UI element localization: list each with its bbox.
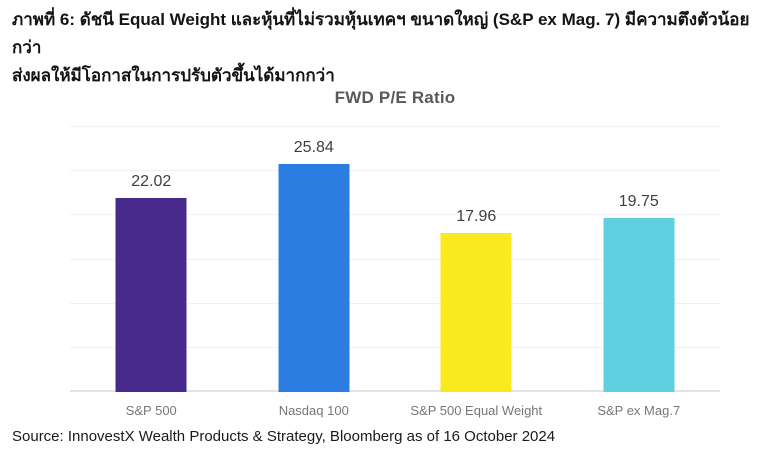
figure-caption-line-1: ภาพที่ 6: ดัชนี Equal Weight และหุ้นที่ไ…: [12, 10, 750, 57]
x-axis-label-nasdaq-100: Nasdaq 100: [278, 403, 349, 418]
chart-title: FWD P/E Ratio: [334, 88, 456, 107]
gridline: [70, 346, 720, 348]
bar-value-label: 25.84: [293, 138, 334, 156]
bar-group-nasdaq-100: 25.84: [233, 127, 396, 392]
bar-value-label: 17.96: [456, 208, 497, 226]
gridline: [70, 170, 720, 172]
bar-group-s-p-500-equal-weight: 17.96: [395, 127, 558, 392]
bar-value-label: 22.02: [131, 172, 172, 190]
gridline: [70, 302, 720, 304]
x-axis-label-s-p-500: S&P 500: [125, 403, 177, 418]
gridline: [70, 126, 720, 127]
bar-s-p-500: [115, 197, 187, 392]
bar-group-s-p-ex-mag-7: 19.75: [558, 127, 721, 392]
bar-s-p-ex-mag-7: [603, 217, 675, 392]
bar-nasdaq-100: [278, 163, 350, 392]
figure-caption: ภาพที่ 6: ดัชนี Equal Weight และหุ้นที่ไ…: [12, 6, 770, 90]
figure-caption-line-2: ส่งผลให้มีโอกาสในการปรับตัวขึ้นได้มากกว่…: [12, 66, 335, 85]
x-axis-labels: S&P 500 Nasdaq 100 S&P 500 Equal Weight S&P…: [70, 403, 720, 418]
bar-value-label: 19.75: [618, 192, 659, 210]
gridline: [70, 258, 720, 260]
source-note: Source: InnovestX Wealth Products & Stra…: [12, 428, 556, 445]
x-axis-label-s-p-ex-mag-7: S&P ex Mag.7: [597, 403, 681, 418]
bar-chart-plot-area: 22.02 25.84 17.96 19.75: [70, 126, 721, 392]
x-axis-label-s-p-500-equal-weight: S&P 500 Equal Weight: [410, 403, 543, 418]
bar-s-p-500-equal-weight: [440, 233, 512, 392]
gridline: [70, 214, 720, 216]
bar-group-s-p-500: 22.02: [70, 127, 233, 392]
x-axis-line: [70, 390, 720, 392]
